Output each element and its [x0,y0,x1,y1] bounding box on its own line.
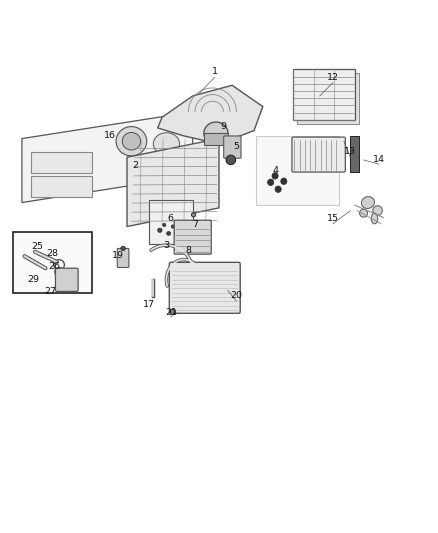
Ellipse shape [191,213,196,217]
Ellipse shape [163,223,166,227]
FancyBboxPatch shape [256,136,339,205]
Text: 2: 2 [133,161,139,169]
Bar [297,74,359,124]
FancyBboxPatch shape [292,137,345,172]
Text: 21: 21 [165,309,177,317]
Polygon shape [127,139,219,227]
Text: 7: 7 [192,221,198,229]
Polygon shape [22,112,193,203]
Text: 26: 26 [49,262,61,271]
Text: 12: 12 [327,73,339,82]
Ellipse shape [166,231,170,235]
Text: 3: 3 [163,241,170,249]
Bar [13,232,92,293]
Ellipse shape [153,133,180,155]
Ellipse shape [371,213,378,224]
Ellipse shape [177,231,180,235]
Text: 5: 5 [233,142,240,151]
Text: 27: 27 [44,287,57,295]
Ellipse shape [171,225,175,228]
Bar [350,136,359,172]
FancyBboxPatch shape [117,248,129,268]
Ellipse shape [275,186,281,192]
Ellipse shape [360,209,367,217]
FancyBboxPatch shape [170,262,240,313]
Text: 17: 17 [143,301,155,309]
Bar [293,69,355,120]
Text: 20: 20 [230,292,243,300]
Ellipse shape [361,197,374,208]
Text: 15: 15 [327,214,339,223]
Ellipse shape [116,126,147,156]
Polygon shape [158,85,263,144]
FancyBboxPatch shape [174,220,211,254]
FancyBboxPatch shape [149,200,193,244]
Ellipse shape [268,179,274,185]
Ellipse shape [158,228,162,232]
Text: 25: 25 [31,243,43,251]
Text: 28: 28 [46,249,59,257]
Text: 8: 8 [185,246,191,255]
Bar [204,133,228,145]
FancyBboxPatch shape [224,136,241,158]
Ellipse shape [272,173,278,179]
Text: 13: 13 [344,148,357,156]
Ellipse shape [122,132,141,150]
Ellipse shape [170,309,176,314]
Ellipse shape [226,155,236,165]
Text: 9: 9 [220,123,226,131]
Ellipse shape [204,122,228,144]
Text: 19: 19 [112,252,124,260]
Bar [31,152,92,173]
Ellipse shape [281,178,287,184]
Text: 6: 6 [168,214,174,223]
Text: 29: 29 [27,276,39,284]
Text: 1: 1 [212,68,218,76]
FancyBboxPatch shape [56,268,78,292]
Text: 14: 14 [373,156,385,164]
Ellipse shape [373,206,382,215]
Text: 4: 4 [273,166,279,175]
Text: 16: 16 [103,132,116,140]
Ellipse shape [121,246,125,251]
Bar [31,176,92,197]
